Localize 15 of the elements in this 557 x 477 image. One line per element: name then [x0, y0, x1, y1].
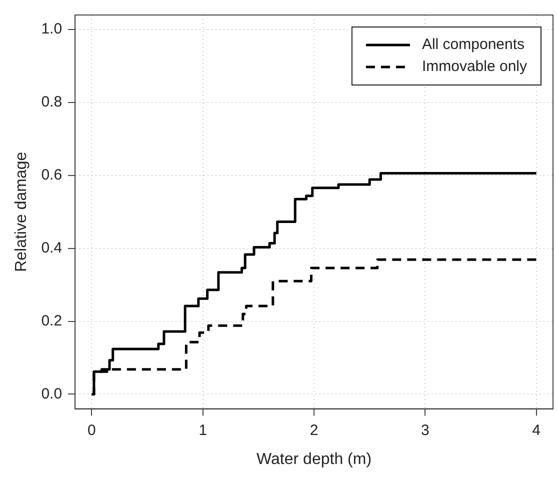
y-tick-label: 1.0 — [41, 20, 62, 38]
y-tick-label: 0.4 — [41, 240, 62, 257]
x-tick-label: 0 — [88, 422, 96, 439]
legend-label: All components — [422, 36, 525, 54]
y-tick-label: 0.0 — [41, 385, 62, 402]
x-tick-label: 1 — [198, 422, 208, 439]
legend-label: Immovable only — [422, 58, 528, 76]
y-tick-label: 0.6 — [41, 166, 62, 184]
y-axis-title: Relative damage — [13, 152, 30, 272]
x-tick-label: 2 — [310, 422, 318, 439]
y-tick-label: 0.8 — [41, 94, 62, 111]
x-tick-label: 4 — [532, 422, 540, 439]
y-tick-label: 0.2 — [41, 312, 62, 330]
x-axis-title: Water depth (m) — [256, 450, 372, 468]
x-tick-label: 3 — [421, 422, 430, 439]
